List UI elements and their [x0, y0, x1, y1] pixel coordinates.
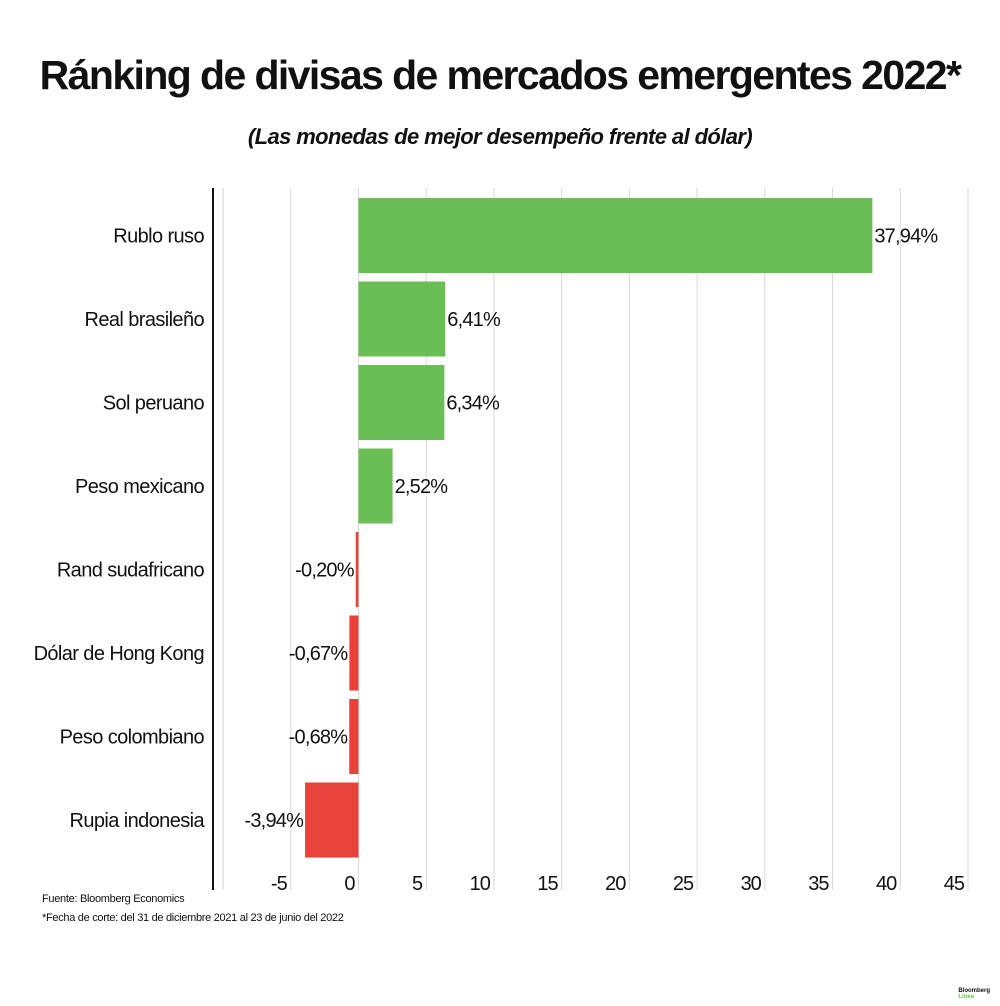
bar	[358, 448, 393, 524]
x-tick-label: -5	[271, 873, 288, 895]
category-label: Peso colombiano	[60, 727, 205, 749]
category-label: Rublo ruso	[113, 226, 204, 248]
category-label: Peso mexicano	[75, 476, 204, 498]
bar	[358, 281, 446, 357]
data-label: -3,94%	[245, 810, 305, 832]
bar	[355, 532, 359, 607]
data-label: 37,94%	[874, 226, 938, 248]
chart-subtitle: (Las monedas de mejor desempeño frente a…	[247, 124, 753, 149]
bar	[358, 198, 873, 273]
x-tick-label: 10	[470, 873, 491, 895]
x-tick-label: 30	[741, 873, 762, 895]
category-label: Dólar de Hong Kong	[34, 643, 204, 665]
chart-title: Ránking de divisas de mercados emergente…	[39, 52, 962, 98]
bar	[305, 782, 359, 858]
x-tick-label: 45	[944, 873, 965, 895]
logo-line1: Bloomberg	[958, 988, 990, 994]
x-tick-label: 20	[605, 873, 626, 895]
x-tick-label: 15	[537, 873, 558, 895]
data-label: -0,67%	[289, 643, 349, 665]
date-footnote: *Fecha de corte: del 31 de diciembre 202…	[42, 912, 344, 924]
x-tick-label: 40	[876, 873, 897, 895]
x-tick-label: 35	[808, 873, 829, 895]
bloomberg-linea-logo: Bloomberg Línea	[958, 988, 990, 1000]
category-label: Sol peruano	[103, 393, 205, 415]
x-tick-label: 0	[344, 873, 355, 895]
data-label: 2,52%	[395, 476, 449, 498]
source-note: Fuente: Bloomberg Economics	[42, 893, 185, 905]
category-label: Rupia indonesia	[70, 810, 206, 832]
bar	[358, 365, 445, 440]
bar	[349, 615, 359, 691]
category-label: Rand sudafricano	[57, 560, 205, 582]
data-label: -0,20%	[295, 560, 355, 582]
x-tick-label: 25	[673, 873, 694, 895]
x-tick-label: 5	[412, 873, 423, 895]
data-label: -0,68%	[289, 727, 349, 749]
bar	[349, 699, 359, 774]
category-label: Real brasileño	[85, 309, 205, 331]
logo-line2: Línea	[958, 994, 974, 1000]
data-label: 6,41%	[447, 309, 501, 331]
data-label: 6,34%	[446, 393, 500, 415]
